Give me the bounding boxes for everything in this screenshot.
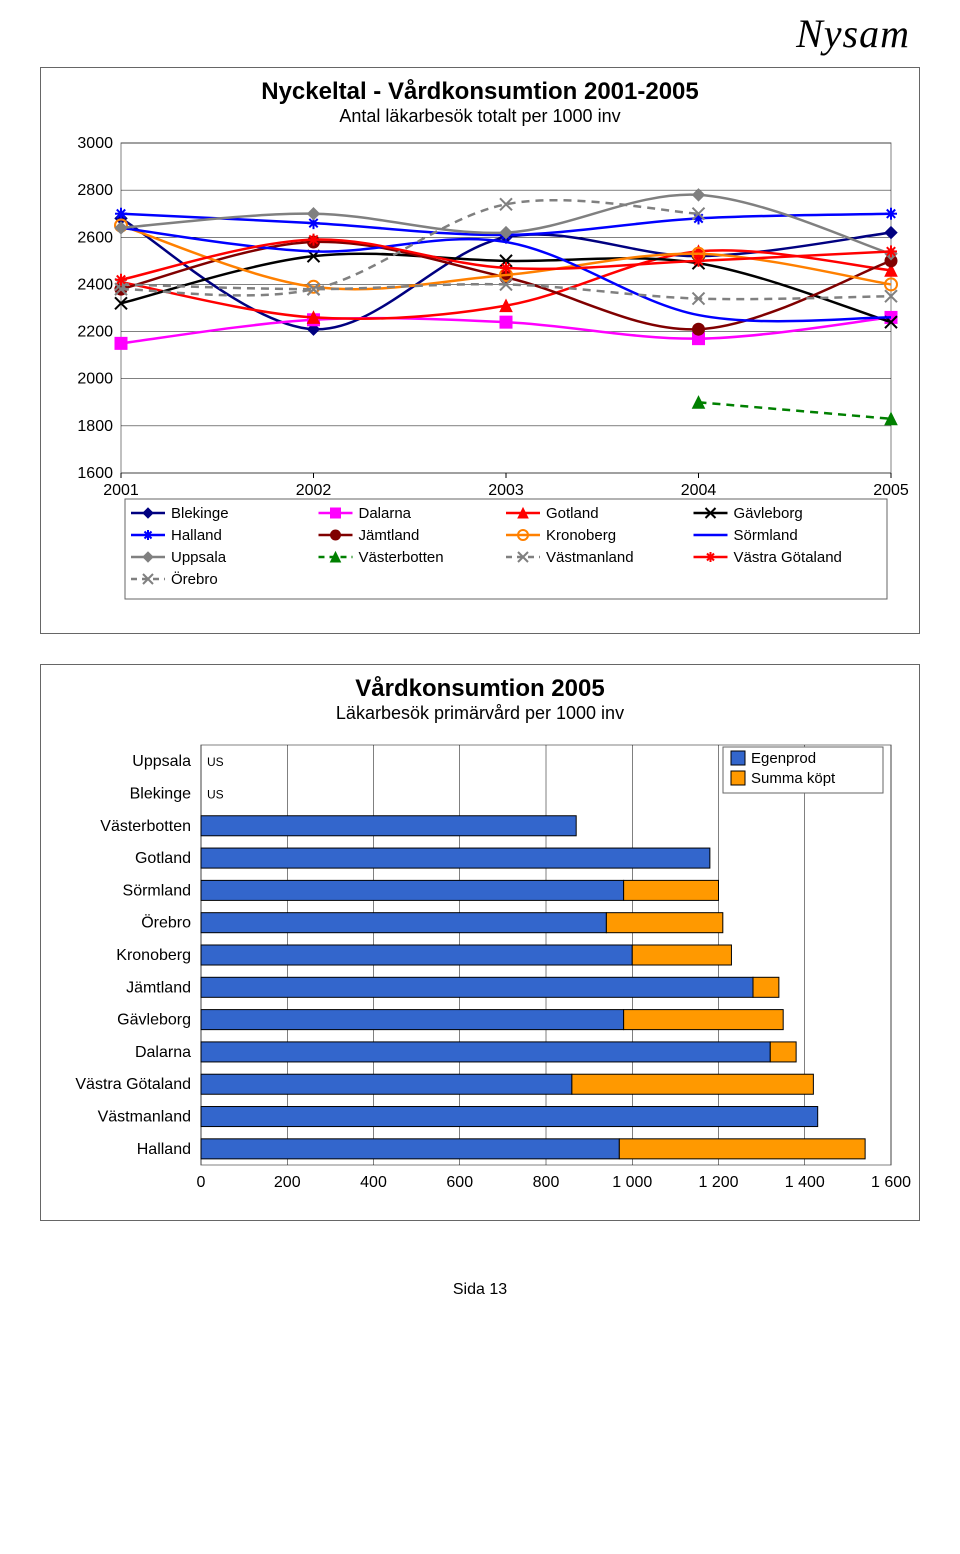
bar-chart-title: Vårdkonsumtion 2005: [51, 675, 909, 703]
svg-text:Dalarna: Dalarna: [359, 505, 412, 522]
svg-text:400: 400: [360, 1174, 387, 1191]
svg-text:Dalarna: Dalarna: [135, 1044, 191, 1061]
line-chart-subtitle: Antal läkarbesök totalt per 1000 inv: [51, 106, 909, 127]
svg-text:Sörmland: Sörmland: [734, 527, 798, 544]
svg-text:1 400: 1 400: [785, 1174, 825, 1191]
svg-text:Uppsala: Uppsala: [132, 753, 191, 770]
bar-chart-panel: Vårdkonsumtion 2005 Läkarbesök primärvår…: [40, 664, 920, 1221]
svg-text:Örebro: Örebro: [171, 570, 218, 588]
svg-text:2001: 2001: [103, 482, 139, 499]
svg-text:Gotland: Gotland: [546, 505, 599, 522]
svg-text:2600: 2600: [77, 229, 113, 246]
svg-text:Halland: Halland: [171, 527, 222, 544]
bar-chart: 0 200 400 600 800 1 000 1 200 1 400 1 600 Uppsala…: [51, 730, 911, 1210]
svg-text:2200: 2200: [77, 324, 113, 341]
svg-text:Blekinge: Blekinge: [171, 505, 229, 522]
svg-text:600: 600: [446, 1174, 473, 1191]
svg-text:Blekinge: Blekinge: [130, 785, 191, 802]
svg-text:Halland: Halland: [137, 1141, 191, 1158]
bar-chart-subtitle: Läkarbesök primärvård per 1000 inv: [51, 703, 909, 724]
svg-text:0: 0: [197, 1174, 206, 1191]
svg-text:800: 800: [533, 1174, 560, 1191]
svg-text:Västerbotten: Västerbotten: [100, 818, 191, 835]
svg-text:3000: 3000: [77, 135, 113, 152]
svg-text:Västerbotten: Västerbotten: [359, 549, 444, 566]
svg-text:Västra Götaland: Västra Götaland: [734, 549, 842, 566]
svg-text:2400: 2400: [77, 276, 113, 293]
line-chart: 1600 1800 2000 2200 2400 2600 2800 3000 2001 2002…: [51, 133, 911, 623]
svg-text:2000: 2000: [77, 371, 113, 388]
svg-text:Västmanland: Västmanland: [98, 1109, 191, 1126]
svg-text:1 000: 1 000: [612, 1174, 652, 1191]
svg-text:Summa köpt: Summa köpt: [751, 770, 836, 787]
svg-text:Gävleborg: Gävleborg: [117, 1012, 191, 1029]
svg-text:2004: 2004: [681, 482, 717, 499]
svg-text:US: US: [207, 755, 224, 769]
svg-text:1800: 1800: [77, 418, 113, 435]
svg-text:200: 200: [274, 1174, 301, 1191]
svg-text:2800: 2800: [77, 182, 113, 199]
brand-logo: Nysam: [0, 0, 960, 57]
svg-text:Kronoberg: Kronoberg: [116, 947, 191, 964]
line-chart-title: Nyckeltal - Vårdkonsumtion 2001-2005: [51, 78, 909, 106]
svg-text:US: US: [207, 787, 224, 801]
line-chart-panel: Nyckeltal - Vårdkonsumtion 2001-2005 Ant…: [40, 67, 920, 634]
svg-text:2005: 2005: [873, 482, 909, 499]
svg-text:1600: 1600: [77, 465, 113, 482]
svg-text:Egenprod: Egenprod: [751, 750, 816, 767]
svg-text:Uppsala: Uppsala: [171, 549, 227, 566]
svg-text:2002: 2002: [296, 482, 332, 499]
svg-text:Gävleborg: Gävleborg: [734, 505, 803, 522]
svg-text:Västra Götaland: Västra Götaland: [75, 1076, 191, 1093]
svg-text:Sörmland: Sörmland: [123, 882, 191, 899]
svg-text:Kronoberg: Kronoberg: [546, 527, 616, 544]
svg-text:2003: 2003: [488, 482, 524, 499]
svg-text:Jämtland: Jämtland: [359, 527, 420, 544]
svg-text:Jämtland: Jämtland: [126, 979, 191, 996]
svg-text:Västmanland: Västmanland: [546, 549, 634, 566]
svg-text:Örebro: Örebro: [141, 914, 191, 932]
page-footer: Sida 13: [0, 1251, 960, 1319]
svg-text:1 200: 1 200: [698, 1174, 738, 1191]
svg-text:Gotland: Gotland: [135, 850, 191, 867]
svg-text:1 600: 1 600: [871, 1174, 911, 1191]
